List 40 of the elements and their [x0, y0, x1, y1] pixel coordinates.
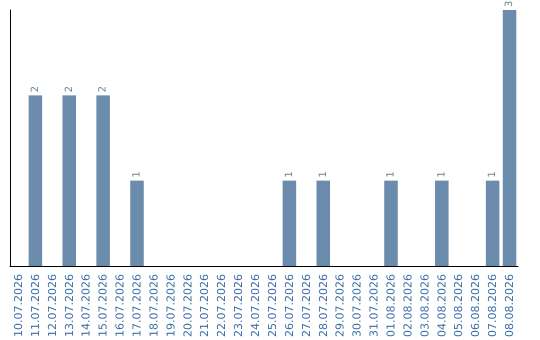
- x-tick-label: 08.08.2026: [503, 274, 516, 338]
- x-tick-label: 25.07.2026: [266, 274, 279, 338]
- x-tick-label: 29.07.2026: [334, 274, 347, 338]
- x-tick-label: 16.07.2026: [114, 274, 127, 338]
- x-tick-label: 24.07.2026: [249, 274, 262, 338]
- x-tick-label: 06.08.2026: [469, 274, 482, 338]
- x-tick-label: 07.08.2026: [486, 274, 500, 338]
- x-tick-label: 31.07.2026: [368, 274, 381, 338]
- x-tick-label: 11.07.2026: [28, 274, 42, 338]
- x-tick-label: 04.08.2026: [435, 274, 448, 338]
- x-tick-label: 02.08.2026: [401, 274, 414, 338]
- data-label: 1: [318, 171, 329, 178]
- data-label: 2: [30, 86, 41, 92]
- data-label: 1: [132, 171, 142, 178]
- data-label: 2: [64, 86, 75, 92]
- data-label: 1: [487, 171, 498, 178]
- x-tick-label: 17.07.2026: [130, 274, 144, 338]
- x-tick-label: 18.07.2026: [147, 274, 160, 338]
- x-tick-label: 23.07.2026: [232, 274, 246, 338]
- data-label: 1: [386, 171, 396, 178]
- x-tick-label: 19.07.2026: [164, 274, 178, 338]
- x-tick-label: 22.07.2026: [215, 274, 228, 338]
- x-tick-label: 15.07.2026: [96, 274, 110, 338]
- x-tick-label: 05.08.2026: [452, 274, 466, 338]
- x-tick-label: 27.07.2026: [300, 274, 313, 338]
- data-label: 1: [436, 171, 448, 178]
- x-tick-label: 30.07.2026: [350, 274, 364, 338]
- x-tick-label: 12.07.2026: [46, 274, 59, 338]
- data-label: 3: [504, 0, 516, 7]
- x-tick-label: 01.08.2026: [384, 274, 398, 338]
- x-tick-label: 14.07.2026: [80, 274, 93, 338]
- x-tick-label: 26.07.2026: [282, 274, 296, 338]
- x-tick-label: 21.07.2026: [198, 274, 212, 338]
- data-label: 2: [98, 86, 109, 92]
- data-label: 1: [284, 171, 295, 178]
- x-tick-label: 28.07.2026: [316, 274, 330, 338]
- x-tick-label: 03.08.2026: [418, 274, 432, 338]
- x-tick-label: 10.07.2026: [12, 274, 25, 338]
- x-tick-label: 13.07.2026: [62, 274, 76, 338]
- x-tick-label: 20.07.2026: [181, 274, 194, 338]
